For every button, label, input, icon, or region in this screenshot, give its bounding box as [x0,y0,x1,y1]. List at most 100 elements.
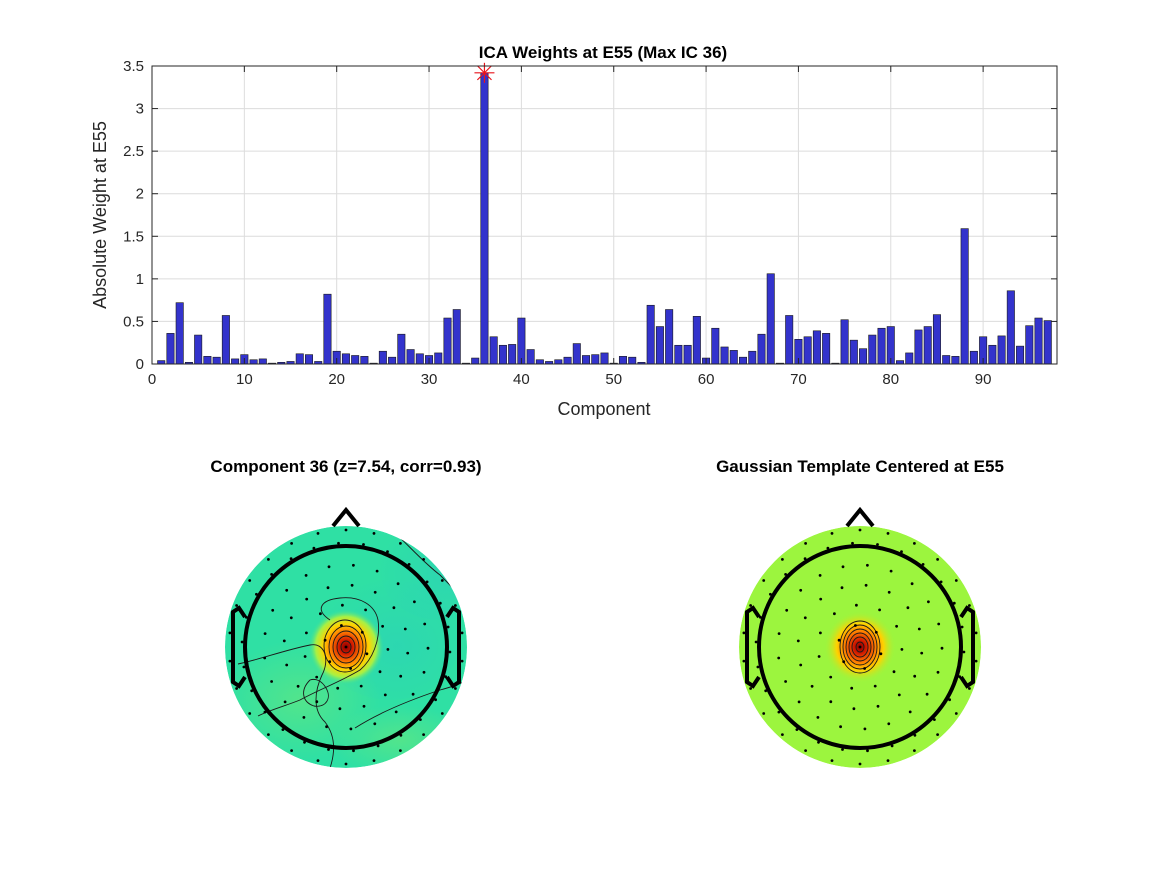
electrode-dot [851,541,854,545]
electrode-dot [917,627,921,631]
y-tick-label: 2.5 [123,143,144,160]
electrode-dot [444,675,448,679]
electrode-dot [876,543,879,546]
electrode-dot [913,674,917,678]
bar [166,333,175,365]
head-outline [745,506,975,750]
bar [711,327,720,365]
electrode-dot [952,601,956,605]
bar [175,302,184,365]
bar [729,350,738,365]
y-tick-label: 0.5 [123,313,144,330]
electrode-dot [446,625,450,629]
electrode-dot [338,707,342,711]
bar [849,339,858,365]
electrode-dot [852,707,856,711]
electrode-dot [396,582,400,586]
bar [600,352,609,365]
electrode-dot [887,722,891,726]
bar [997,335,1006,365]
y-tick-label: 1 [136,271,144,288]
electrode-dot [910,582,914,586]
electrode-dot [460,659,464,663]
electrode-dot [886,532,890,535]
x-tick-label: 60 [698,371,715,388]
electrode-dot [411,692,415,696]
x-axis-ticks: 0 10 20 30 40 50 60 70 80 90 [148,66,991,388]
electrode-dot [248,712,252,715]
x-tick-label: 70 [790,371,807,388]
electrode-dot [858,645,862,649]
electrode-dot [267,733,270,736]
electrode-dot [754,640,758,644]
bar [896,360,905,365]
y-tick-label: 1.5 [123,228,144,245]
y-axis-label: Absolute Weight at E55 [90,121,110,309]
electrode-dot [425,580,429,584]
electrode-dot [440,579,444,582]
electrode-dot [271,608,275,612]
bar [304,354,313,365]
electrode-dot [927,600,930,604]
bar [969,350,978,365]
bar [471,357,480,365]
electrode-dot [235,687,239,690]
electrode-dots [228,528,464,766]
electrode-dot [937,622,941,626]
bar [1006,290,1015,365]
electrode-dot [304,574,308,577]
topoplot-component-title: Component 36 (z=7.54, corr=0.93) [210,457,481,476]
electrode-dot [920,651,924,655]
electrode-dot [839,725,842,729]
bar [489,336,498,365]
bar [388,356,397,365]
bar [618,356,627,365]
electrode-dot [303,655,307,658]
electrode-dot [315,675,319,679]
electrode-dot [958,675,962,679]
x-tick-label: 40 [513,371,530,388]
x-tick-label: 80 [882,371,899,388]
max-marker-stroke [476,65,492,81]
bar [1016,345,1025,365]
bar [942,355,951,365]
x-axis-label: Component [557,399,650,419]
y-tick-label: 3.5 [123,58,144,75]
electrode-dot [406,651,410,655]
electrode-dot [448,650,452,654]
electrode-dot [886,759,890,762]
x-tick-label: 50 [605,371,622,388]
electrode-dot [372,532,376,535]
bar [295,353,304,365]
electrode-dot [762,579,766,582]
electrode-dot [939,580,943,584]
topoplot-template-title: Gaussian Template Centered at E55 [716,457,1004,476]
bar [397,333,406,365]
electrode-dot [373,590,377,594]
electrode-dot [855,603,858,607]
electrode-dot [283,700,287,704]
bar [360,356,369,365]
electrode-dot [974,659,978,663]
x-tick-label: 10 [236,371,253,388]
electrode-dot [413,600,416,604]
electrode-dot [296,684,300,688]
electrode-dot [285,588,289,592]
electrode-dot [858,762,862,766]
bar [498,344,507,365]
electrode-dot [817,655,821,658]
electrode-dot [799,588,803,592]
electrode-dot [440,712,444,715]
electrode-dot [803,616,807,620]
electrode-dot [819,597,823,601]
electrode-dot [362,543,365,546]
electrode-dot [816,716,820,719]
electrode-dot [908,710,912,714]
bar [868,334,877,365]
electrode-dot [764,689,768,693]
electrode-dot [830,532,834,535]
bar [822,333,831,365]
bar [665,309,674,365]
electrode-dot [399,674,403,678]
